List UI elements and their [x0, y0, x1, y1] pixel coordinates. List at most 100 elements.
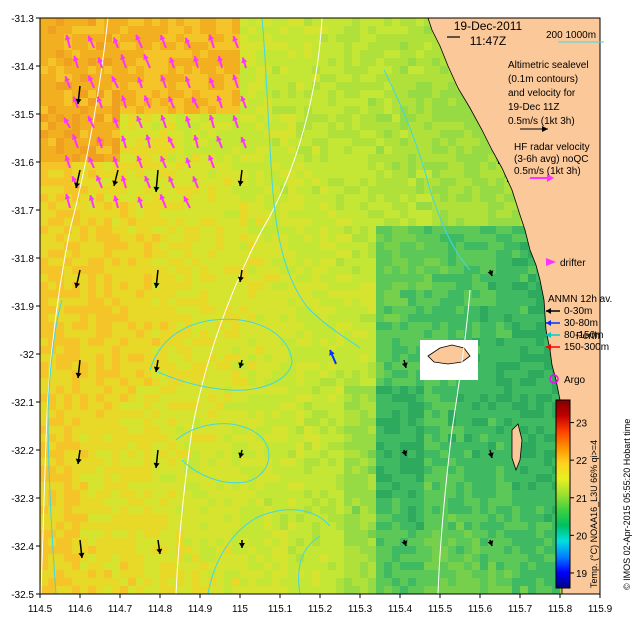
- y-tick-label: -31.6: [11, 158, 34, 169]
- contour-line: [383, 69, 471, 271]
- hf-velocity-arrow-head: [193, 134, 199, 141]
- legend-sealevel-line-3: and velocity for: [508, 88, 576, 99]
- hf-velocity-arrow-head: [191, 97, 198, 103]
- x-tick-label: 114.6: [68, 604, 93, 615]
- altimetric-velocity-arrow-head: [239, 543, 245, 548]
- altimetric-velocity-arrow-head: [487, 270, 494, 276]
- hf-velocity-arrow-head: [183, 196, 189, 203]
- hf-velocity-arrow-head: [232, 74, 238, 81]
- hf-velocity-arrow-head: [232, 115, 239, 122]
- argo-legend: Argo: [549, 374, 586, 386]
- hf-velocity-arrow-head: [160, 75, 167, 82]
- hf-velocity-arrow-head: [193, 56, 199, 62]
- hf-velocity-arrow-head: [113, 117, 119, 124]
- hf-velocity-arrow-head: [241, 57, 248, 64]
- altimetric-velocity-arrow-head: [78, 552, 85, 558]
- contour-line: [298, 535, 321, 594]
- hf-velocity-arrow-head: [168, 96, 174, 103]
- x-tick-label: 115.6: [468, 604, 493, 615]
- hf-velocity-arrow-head: [95, 175, 102, 182]
- altimetric-velocity-arrow-head: [75, 98, 82, 104]
- legend-anmn-arrow-head: [546, 320, 551, 326]
- hf-velocity-arrow-head: [216, 136, 222, 142]
- anmn-mooring-arrow-head: [329, 350, 335, 356]
- hf-velocity-arrow-head: [160, 156, 166, 162]
- temperature-colorbar: 19 20 21 22 23: [555, 399, 588, 589]
- contour-line: [207, 509, 331, 594]
- legend-hf-line-3: 0.5m/s (1kt 3h): [514, 166, 581, 177]
- sealevel-legend: Altimetric sealevel (0.1m contours) and …: [508, 60, 589, 132]
- altimetric-velocity-arrow-head: [487, 540, 494, 546]
- x-tick-label: 115.8: [548, 604, 573, 615]
- x-tick-label: 115.4: [388, 604, 413, 615]
- hf-velocity-arrow-head: [64, 194, 71, 200]
- hf-velocity-arrow-head: [87, 35, 94, 42]
- hf-velocity-arrow-head: [168, 176, 174, 183]
- isobath-lines: [40, 18, 471, 594]
- map-title-date: 19-Dec-2011: [454, 19, 523, 33]
- altimetric-velocity-arrow-head: [153, 186, 160, 192]
- isobath-1000m: [40, 18, 109, 594]
- hf-velocity-arrow-head: [185, 157, 192, 164]
- hf-velocity-arrow-head: [72, 55, 79, 62]
- hf-velocity-arrow-head: [120, 54, 126, 61]
- hf-velocity-arrow-head: [208, 114, 215, 121]
- legend-anmn-arrow-head: [546, 332, 551, 338]
- colorbar-tick-label: 23: [576, 419, 588, 430]
- contour-line: [149, 318, 293, 391]
- hf-velocity-arrow-head: [120, 95, 127, 102]
- altimetric-velocity-arrow-head: [75, 458, 82, 464]
- legend-anmn-label: 80-150m: [564, 330, 603, 341]
- altimetric-velocity-arrow-head: [153, 366, 160, 372]
- altimetric-velocity-arrow-head: [487, 452, 494, 458]
- contour-line: [175, 423, 270, 484]
- colorbar-gradient: [555, 399, 571, 589]
- x-tick-label: 115.7: [508, 604, 533, 615]
- hf-radar-legend: HF radar velocity (3-6h avg) noQC 0.5m/s…: [514, 142, 590, 182]
- altimetric-velocity-arrow-head: [156, 548, 163, 554]
- altimetric-velocity-arrow-head: [74, 182, 81, 188]
- sealevel-contours: [47, 18, 471, 594]
- colorbar-tick-label: 21: [576, 494, 588, 505]
- hf-velocity-arrow-head: [232, 36, 238, 42]
- hf-velocity-arrow-head: [169, 57, 175, 64]
- x-tick-label: 115.3: [348, 604, 373, 615]
- hf-velocity-arrow-head: [111, 76, 117, 83]
- altimetric-velocity-arrow-head: [153, 282, 160, 288]
- y-tick-label: -31.3: [11, 14, 34, 25]
- hf-velocity-arrow-head: [97, 57, 103, 64]
- y-tick-label: -31.7: [11, 206, 34, 217]
- hf-velocity-arrow-head: [167, 136, 174, 143]
- legend-sealevel-line-2: (0.1m contours): [508, 74, 578, 85]
- hf-velocity-arrow-head: [96, 136, 103, 143]
- hf-velocity-arrow-head: [64, 117, 70, 124]
- hf-velocity-arrow-head: [144, 176, 150, 182]
- legend-hf-arrow-head: [547, 174, 554, 182]
- hf-velocity-arrow-head: [145, 134, 151, 141]
- hf-velocity-arrow-head: [216, 95, 223, 102]
- garden-island: [511, 423, 523, 472]
- hf-velocity-arrow-head: [208, 155, 214, 161]
- altimetric-velocity-arrow-head: [401, 540, 408, 546]
- hf-velocity-arrow-head: [240, 95, 246, 102]
- y-tick-label: -32.1: [11, 398, 34, 409]
- legend-drifter-label: drifter: [560, 258, 586, 269]
- legend-hf-line-1: HF radar velocity: [514, 142, 590, 153]
- hf-velocity-arrow-head: [113, 195, 119, 202]
- hf-velocity-arrow-head: [159, 34, 166, 41]
- x-tick-label: 114.5: [28, 604, 53, 615]
- hf-velocity-arrow-head: [120, 175, 127, 182]
- hf-velocity-arrow-head: [137, 196, 143, 203]
- legend-sealevel-line-5: 0.5m/s (1kt 3h): [508, 116, 575, 127]
- hf-velocity-arrow-head: [64, 76, 71, 83]
- hf-velocity-arrow-head: [184, 37, 191, 44]
- rottnest-island: [427, 344, 471, 365]
- altimetric-velocity-arrow-head: [153, 462, 160, 468]
- colorbar-label: Temp. (°C) NOAA16_L3U 66% qi>=4: [589, 440, 599, 588]
- map-title-time: 11:47Z: [470, 34, 506, 48]
- contour-line: [47, 299, 63, 594]
- y-tick-label: -31.5: [11, 110, 34, 121]
- y-tick-label: -32.3: [11, 494, 34, 505]
- hf-velocity-arrow-head: [136, 155, 143, 162]
- hf-velocity-arrow-head: [71, 134, 78, 141]
